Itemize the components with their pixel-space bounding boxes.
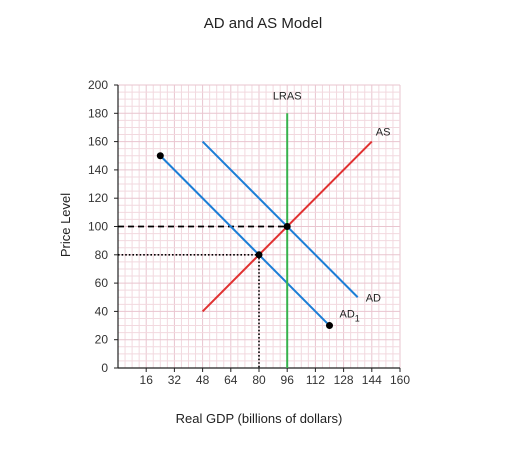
as-label: AS — [376, 127, 391, 139]
y-tick-label: 40 — [95, 304, 109, 318]
lras-label: LRAS — [273, 90, 302, 102]
markers — [156, 152, 333, 330]
y-tick-label: 180 — [88, 106, 108, 120]
x-tick-label: 128 — [334, 373, 354, 387]
x-tick-label: 96 — [281, 373, 295, 387]
data-point — [283, 223, 291, 230]
y-axis-label: Price Level — [58, 193, 73, 257]
x-tick-label: 16 — [140, 373, 154, 387]
y-tick-label: 160 — [88, 135, 108, 149]
y-tick-label: 120 — [88, 191, 108, 205]
x-tick-label: 32 — [168, 373, 182, 387]
data-point — [326, 322, 333, 330]
ad1-curve — [159, 155, 331, 327]
y-tick-label: 0 — [101, 361, 108, 375]
x-tick-label: 144 — [362, 373, 382, 387]
y-tick-label: 200 — [88, 78, 108, 92]
axes: 0 20 40 60 80 100 120 140 160 180 200 16 32 48 64 80 96 1… — [88, 78, 410, 387]
x-tick-label: 64 — [224, 373, 238, 387]
ad1-label-subscript: 1 — [355, 314, 360, 324]
ad-curve — [201, 140, 359, 298]
x-tick-label: 80 — [252, 373, 266, 387]
x-tick-label: 112 — [306, 373, 325, 387]
data-point — [156, 152, 164, 160]
y-tick-label: 80 — [95, 248, 109, 262]
y-tick-label: 100 — [88, 220, 108, 234]
ad-label: AD — [366, 292, 381, 304]
y-tick-label: 140 — [88, 163, 108, 177]
y-tick-label: 20 — [95, 333, 109, 347]
chart-title: AD and AS Model — [204, 15, 322, 32]
ad1-label: AD1 — [340, 309, 360, 324]
x-axis-label: Real GDP (billions of dollars) — [176, 411, 343, 426]
curves — [159, 113, 373, 368]
curve-labels: AS AD AD1 LRAS — [273, 90, 391, 323]
data-point — [255, 251, 263, 259]
x-tick-label: 160 — [390, 373, 410, 387]
y-tick-label: 60 — [95, 276, 109, 290]
x-tick-label: 48 — [196, 373, 210, 387]
